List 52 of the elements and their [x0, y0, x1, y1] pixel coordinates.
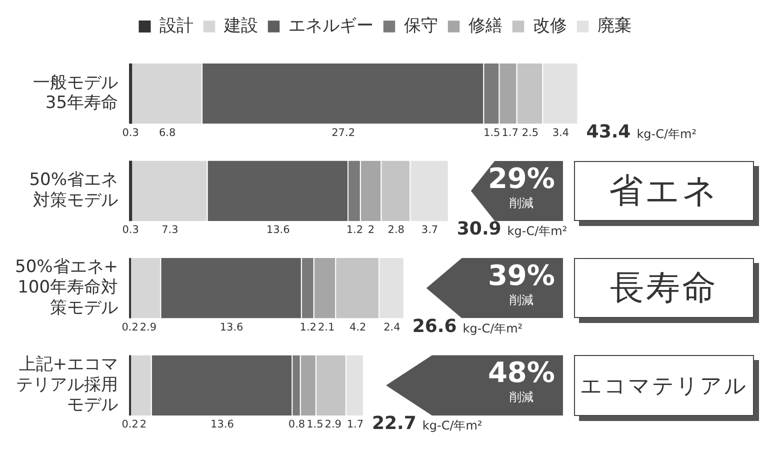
- legend-label: 設計: [159, 16, 194, 36]
- data-label: 1.5: [306, 418, 324, 431]
- data-label: 4.2: [349, 321, 366, 334]
- annotation: 39%: [488, 258, 555, 292]
- legend-label: 建設: [222, 16, 258, 36]
- data-label: 0.2: [122, 321, 138, 334]
- annotation: 削減: [508, 389, 534, 406]
- data-label: 0.3: [122, 126, 139, 139]
- data-label: 7.3: [162, 224, 178, 236]
- data-label: 1.5: [484, 126, 500, 139]
- text: 省エネ: [574, 160, 754, 221]
- data-label: 13.6: [220, 321, 244, 334]
- data-label: 3.7: [421, 224, 438, 236]
- data-label: 0.3: [122, 224, 139, 236]
- data-label: 27.2: [332, 126, 356, 139]
- total-label: 22.7 kg-C/年m²: [372, 413, 482, 434]
- data-label: 6.8: [158, 126, 176, 139]
- data-label: 2: [368, 224, 375, 236]
- annotation: 48%: [488, 356, 555, 390]
- y-tick-label: 一般モデル35年寿命: [33, 72, 118, 114]
- annotation: 削減: [508, 292, 534, 309]
- y-tick-label: 上記+エコマテリアル採用モデル: [16, 354, 118, 416]
- data-label: 2.4: [384, 321, 401, 334]
- data-label: 2.9: [324, 418, 342, 431]
- data-label: 2.8: [388, 224, 404, 236]
- y-tick-label: 50%省エネ対策モデル: [29, 170, 118, 210]
- annotation: 削減: [508, 194, 534, 212]
- annotation: 29%: [488, 162, 555, 195]
- legend-label: 保守: [404, 16, 438, 36]
- data-label: 0.8: [288, 418, 306, 431]
- legend-label: 改修: [532, 16, 567, 36]
- text: 長寿命: [574, 258, 754, 318]
- legend-label: 廃棄: [597, 16, 632, 36]
- data-label: 2.1: [318, 321, 335, 334]
- data-label: 3.4: [552, 126, 570, 139]
- data-label: 1.2: [346, 224, 364, 236]
- total-label: 26.6 kg-C/年m²: [412, 316, 523, 337]
- data-label: 1.2: [300, 321, 316, 334]
- data-label: 2.9: [140, 321, 157, 334]
- legend-label: エネルギー: [288, 16, 374, 36]
- data-label: 2: [140, 418, 147, 431]
- data-label: 13.6: [266, 224, 290, 236]
- legend-label: 修繕: [468, 16, 502, 36]
- text: エコマテリアル: [574, 355, 754, 416]
- data-label: 2.5: [522, 126, 539, 139]
- data-label: 1.7: [346, 418, 364, 431]
- total-label: 43.4 kg-C/年m²: [586, 121, 697, 142]
- y-tick-label: 50%省エネ+100年寿命対策モデル: [15, 257, 118, 318]
- data-label: 1.7: [502, 126, 518, 139]
- total-label: 30.9 kg-C/年m²: [456, 218, 568, 240]
- data-label: 0.2: [122, 418, 138, 431]
- data-label: 13.6: [210, 418, 234, 431]
